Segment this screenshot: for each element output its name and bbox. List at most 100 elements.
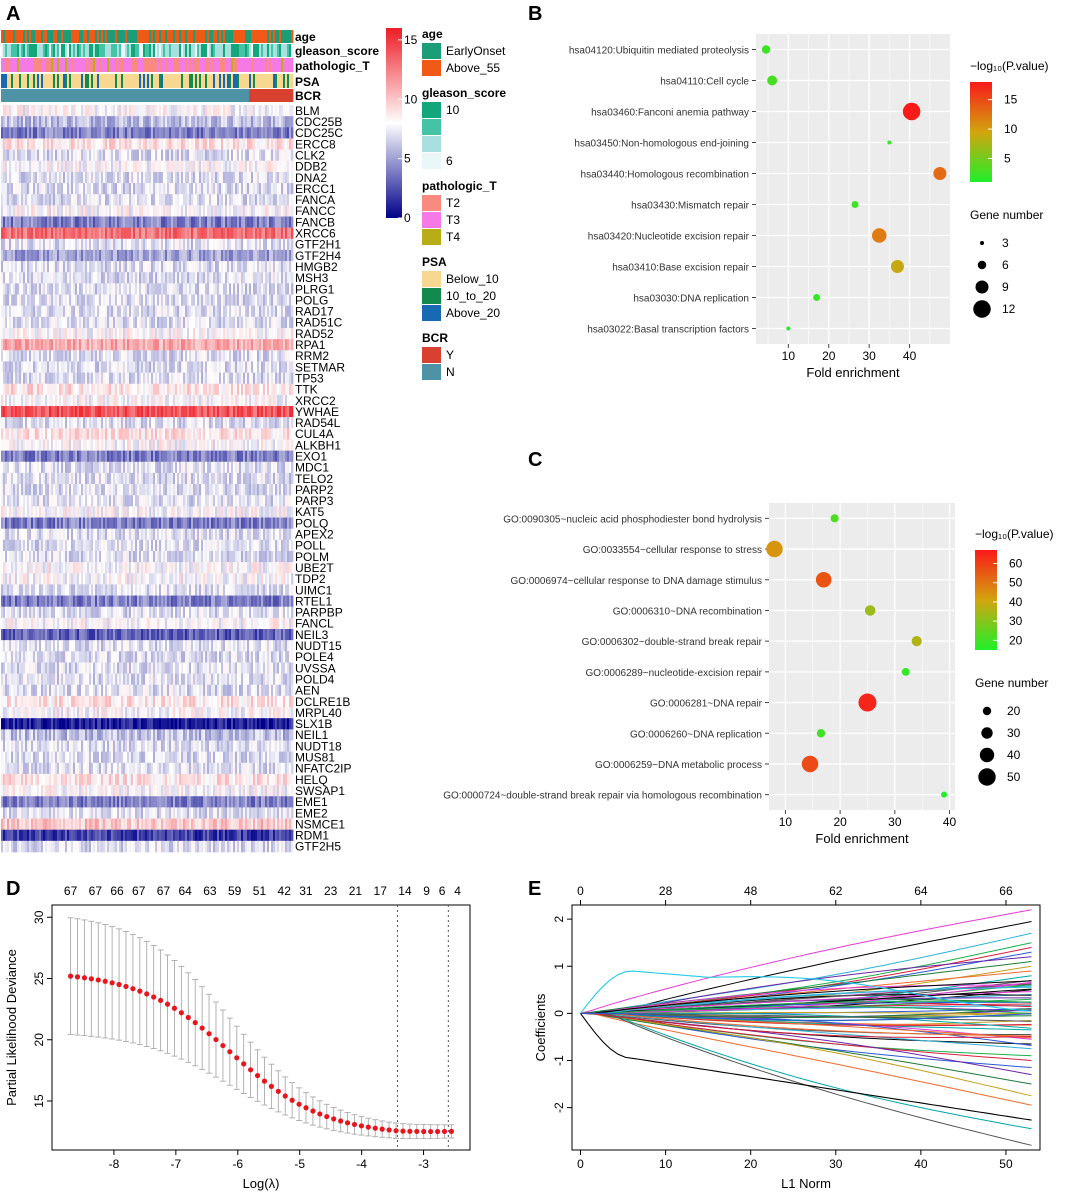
heatmap-cell	[283, 105, 286, 117]
heatmap-cell	[141, 249, 144, 262]
heatmap-cell	[183, 305, 186, 318]
heatmap-cell	[257, 272, 260, 284]
heatmap-cell	[5, 171, 8, 184]
heatmap-cell	[213, 216, 216, 228]
heatmap-cell	[279, 149, 282, 162]
heatmap-cell	[237, 261, 240, 273]
heatmap-cell	[159, 138, 162, 150]
heatmap-cell	[21, 249, 24, 262]
heatmap-cell	[69, 171, 72, 184]
heatmap-cell	[125, 383, 128, 396]
heatmap-cell	[203, 249, 206, 262]
heatmap-cell	[139, 227, 142, 240]
heatmap-cell	[283, 372, 286, 385]
heatmap-cell	[69, 383, 72, 396]
heatmap-cell	[121, 372, 124, 385]
heatmap-cell	[59, 183, 62, 195]
heatmap-cell	[219, 383, 222, 396]
annotation-cell	[109, 89, 112, 102]
heatmap-cell	[277, 238, 280, 251]
heatmap-cell	[65, 227, 68, 240]
heatmap-cell	[153, 227, 156, 240]
heatmap-cell	[281, 116, 284, 128]
heatmap-cell	[103, 316, 106, 329]
heatmap-cell	[201, 238, 204, 251]
heatmap-cell	[201, 194, 204, 206]
heatmap-cell	[129, 105, 132, 117]
heatmap-cell	[267, 316, 270, 329]
heatmap-cell	[85, 361, 88, 373]
heatmap-cell	[41, 205, 44, 217]
annotation-cell	[5, 30, 8, 43]
annotation-cell	[289, 74, 292, 88]
annotation-cell	[275, 74, 278, 88]
heatmap-cell	[251, 183, 254, 195]
annotation-cell	[263, 30, 266, 43]
heatmap-cell	[63, 171, 66, 184]
heatmap-cell	[109, 205, 112, 217]
heatmap-cell	[159, 372, 162, 385]
heatmap-cell	[39, 339, 42, 351]
heatmap-cell	[99, 160, 102, 173]
heatmap-cell	[243, 339, 246, 351]
heatmap-cell	[255, 138, 258, 150]
heatmap-cell	[249, 261, 252, 273]
heatmap-cell	[259, 116, 262, 128]
heatmap-cell	[179, 105, 182, 117]
annotation-cell	[79, 74, 82, 88]
heatmap-cell	[51, 116, 54, 128]
heatmap-cell	[265, 183, 268, 195]
heatmap-cell	[291, 406, 294, 418]
heatmap-cell	[137, 149, 140, 162]
heatmap-cell	[75, 272, 78, 284]
heatmap-cell	[71, 194, 74, 206]
heatmap-cell	[7, 160, 10, 173]
heatmap-cell	[225, 294, 228, 306]
heatmap-cell	[255, 238, 258, 251]
heatmap-cell	[97, 294, 100, 306]
heatmap-cell	[165, 116, 168, 128]
annotation-cell	[53, 89, 56, 102]
heatmap-cell	[115, 383, 118, 396]
heatmap-cell	[193, 327, 196, 340]
heatmap-cell	[109, 105, 112, 117]
heatmap-cell	[135, 327, 138, 340]
heatmap-cell	[107, 171, 110, 184]
heatmap-cell	[215, 105, 218, 117]
heatmap-cell	[279, 116, 282, 128]
annotation-cell	[51, 89, 54, 102]
heatmap-cell	[179, 171, 182, 184]
heatmap-cell	[23, 205, 26, 217]
heatmap-cell	[275, 327, 278, 340]
heatmap-cell	[165, 261, 168, 273]
annotation-cell	[167, 44, 170, 57]
annotation-cell	[7, 58, 10, 72]
annotation-cell	[81, 58, 84, 72]
heatmap-cell	[71, 105, 74, 117]
heatmap-cell	[123, 171, 126, 184]
heatmap-cell	[177, 294, 180, 306]
heatmap-cell	[9, 127, 12, 139]
heatmap-cell	[23, 305, 26, 318]
annotation-cell	[35, 58, 38, 72]
heatmap-cell	[41, 361, 44, 373]
heatmap-cell	[287, 216, 290, 228]
heatmap-cell	[105, 350, 108, 362]
heatmap-cell	[243, 361, 246, 373]
heatmap-cell	[9, 294, 12, 306]
heatmap-cell	[85, 171, 88, 184]
annotation-cell	[107, 44, 110, 57]
heatmap-cell	[205, 227, 208, 240]
heatmap-cell	[211, 127, 214, 139]
heatmap-cell	[135, 194, 138, 206]
annotation-cell	[159, 30, 162, 43]
heatmap-cell	[285, 383, 288, 396]
heatmap-cell	[119, 183, 122, 195]
heatmap-cell	[45, 372, 48, 385]
heatmap-cell	[275, 249, 278, 262]
annotation-cell	[145, 44, 148, 57]
heatmap-cell	[41, 261, 44, 273]
annotation-cell	[111, 89, 114, 102]
heatmap-cell	[175, 138, 178, 150]
heatmap-cell	[189, 194, 192, 206]
